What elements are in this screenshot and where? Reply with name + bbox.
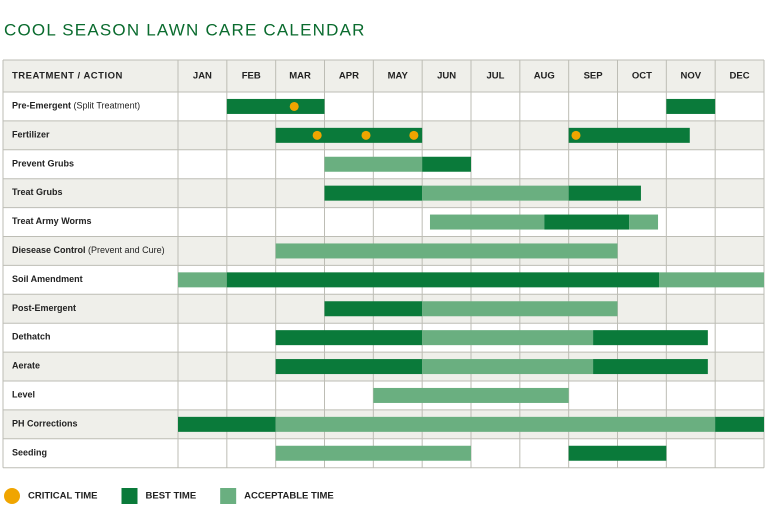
month-label: MAY bbox=[388, 71, 409, 82]
legend-swatch bbox=[121, 488, 138, 504]
row-label: Fertilizer bbox=[12, 130, 50, 140]
bar bbox=[629, 214, 659, 230]
header-label: TREATMENT / ACTION bbox=[12, 71, 123, 82]
bar bbox=[659, 272, 764, 288]
row-label: Prevent Grubs bbox=[12, 159, 74, 169]
bar bbox=[275, 416, 716, 432]
bar bbox=[275, 243, 618, 259]
row-label: Soil Amendment bbox=[12, 274, 83, 284]
row-label: Aerate bbox=[12, 361, 40, 371]
bar bbox=[568, 127, 690, 143]
row-name: Seeding bbox=[12, 448, 47, 458]
bar bbox=[324, 156, 423, 172]
title: COOL SEASON LAWN CARE CALENDAR bbox=[4, 20, 366, 39]
legend-label: ACCEPTABLE TIME bbox=[244, 491, 334, 502]
bar bbox=[568, 445, 667, 461]
bar bbox=[429, 214, 545, 230]
month-label: SEP bbox=[584, 71, 604, 82]
row-label: Level bbox=[12, 390, 35, 400]
header-bg bbox=[3, 60, 764, 92]
bar bbox=[422, 301, 618, 317]
month-label: MAR bbox=[289, 71, 311, 82]
bar bbox=[373, 387, 569, 403]
bar bbox=[568, 185, 641, 201]
month-label: JUN bbox=[437, 71, 456, 82]
bar bbox=[226, 272, 660, 288]
row-name: Diesease Control bbox=[12, 245, 86, 255]
bar bbox=[324, 185, 423, 201]
legend-swatch bbox=[4, 488, 20, 504]
month-label: JAN bbox=[193, 71, 212, 82]
month-label: DEC bbox=[730, 71, 750, 82]
month-label: OCT bbox=[632, 71, 652, 82]
row-label: Seeding bbox=[12, 448, 47, 458]
row-name: Soil Amendment bbox=[12, 274, 83, 284]
bar bbox=[593, 330, 708, 346]
bar bbox=[178, 416, 276, 432]
critical-dot bbox=[361, 130, 371, 140]
month-label: AUG bbox=[534, 71, 555, 82]
row-label: PH Corrections bbox=[12, 419, 78, 429]
row-name: PH Corrections bbox=[12, 419, 78, 429]
row-note: (Prevent and Cure) bbox=[88, 245, 165, 255]
row-name: Pre-Emergent bbox=[12, 101, 71, 111]
row-name: Dethatch bbox=[12, 332, 51, 342]
critical-dot bbox=[571, 130, 581, 140]
legend-label: BEST TIME bbox=[146, 491, 197, 502]
row-name: Level bbox=[12, 390, 35, 400]
bar bbox=[544, 214, 630, 230]
row-name: Post-Emergent bbox=[12, 303, 76, 313]
bar bbox=[593, 359, 708, 375]
row-label: Treat Army Worms bbox=[12, 216, 92, 226]
row-label: Dethatch bbox=[12, 332, 51, 342]
row-name: Fertilizer bbox=[12, 130, 50, 140]
bar bbox=[275, 445, 471, 461]
bar bbox=[715, 416, 764, 432]
row-name: Treat Grubs bbox=[12, 188, 63, 198]
bar bbox=[422, 330, 594, 346]
bar bbox=[275, 127, 423, 143]
critical-dot bbox=[409, 130, 419, 140]
legend-swatch bbox=[220, 488, 237, 504]
bar bbox=[324, 301, 423, 317]
bar bbox=[422, 185, 569, 201]
row-label: Pre-Emergent (Split Treatment) bbox=[12, 101, 140, 111]
row-name: Aerate bbox=[12, 361, 40, 371]
bar bbox=[422, 359, 594, 375]
row-label: Diesease Control (Prevent and Cure) bbox=[12, 245, 165, 255]
critical-dot bbox=[289, 101, 299, 111]
month-label: JUL bbox=[486, 71, 504, 82]
month-label: NOV bbox=[680, 71, 701, 82]
legend-label: CRITICAL TIME bbox=[28, 491, 98, 502]
critical-dot bbox=[312, 130, 322, 140]
bar bbox=[178, 272, 227, 288]
month-label: APR bbox=[339, 71, 359, 82]
row-label: Post-Emergent bbox=[12, 303, 76, 313]
bar bbox=[275, 330, 423, 346]
row-name: Treat Army Worms bbox=[12, 216, 92, 226]
bar bbox=[275, 359, 423, 375]
row-label: Treat Grubs bbox=[12, 188, 63, 198]
bar bbox=[226, 98, 325, 114]
row-name: Prevent Grubs bbox=[12, 159, 74, 169]
month-label: FEB bbox=[242, 71, 261, 82]
bar bbox=[422, 156, 471, 172]
bar bbox=[666, 98, 716, 114]
row-note: (Split Treatment) bbox=[74, 101, 141, 111]
